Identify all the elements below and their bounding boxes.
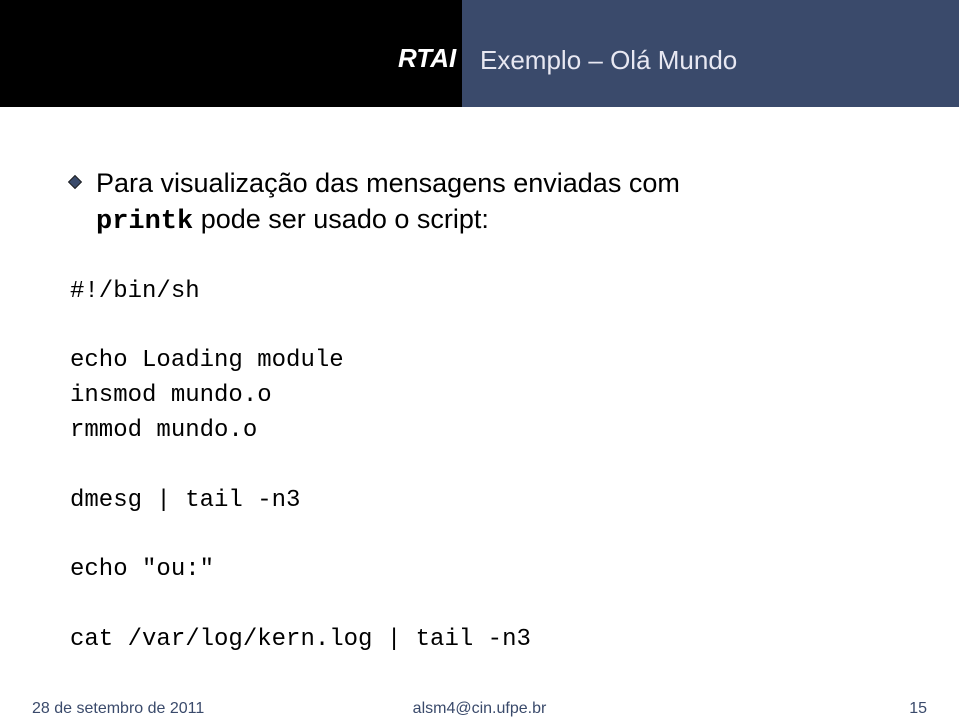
footer-email: alsm4@cin.ufpe.br [0,700,959,718]
body-text: Para visualização das mensagens enviadas… [96,165,680,241]
header-left-bg [0,0,462,107]
slide-header: RTAI Exemplo – Olá Mundo [0,0,959,107]
code-l4: insmod mundo.o [70,382,272,409]
bullet-item: Para visualização das mensagens enviadas… [70,165,889,241]
header-subtitle: Exemplo – Olá Mundo [480,45,737,76]
body-line2-rest: pode ser usado o script: [193,204,489,234]
code-l1: #!/bin/sh [70,278,200,305]
code-l5: rmmod mundo.o [70,417,257,444]
code-l7: dmesg | tail -n3 [70,487,300,514]
footer-page: 15 [909,700,927,718]
body-printk: printk [96,207,193,237]
code-l9: echo "ou:" [70,556,214,583]
diamond-icon [68,175,82,189]
code-l3: echo Loading module [70,347,344,374]
header-rtai: RTAI [398,43,456,74]
code-l11: cat /var/log/kern.log | tail -n3 [70,626,531,653]
slide-content: Para visualização das mensagens enviadas… [0,107,959,658]
body-line1: Para visualização das mensagens enviadas… [96,168,680,198]
code-block: #!/bin/sh echo Loading module insmod mun… [70,275,889,658]
